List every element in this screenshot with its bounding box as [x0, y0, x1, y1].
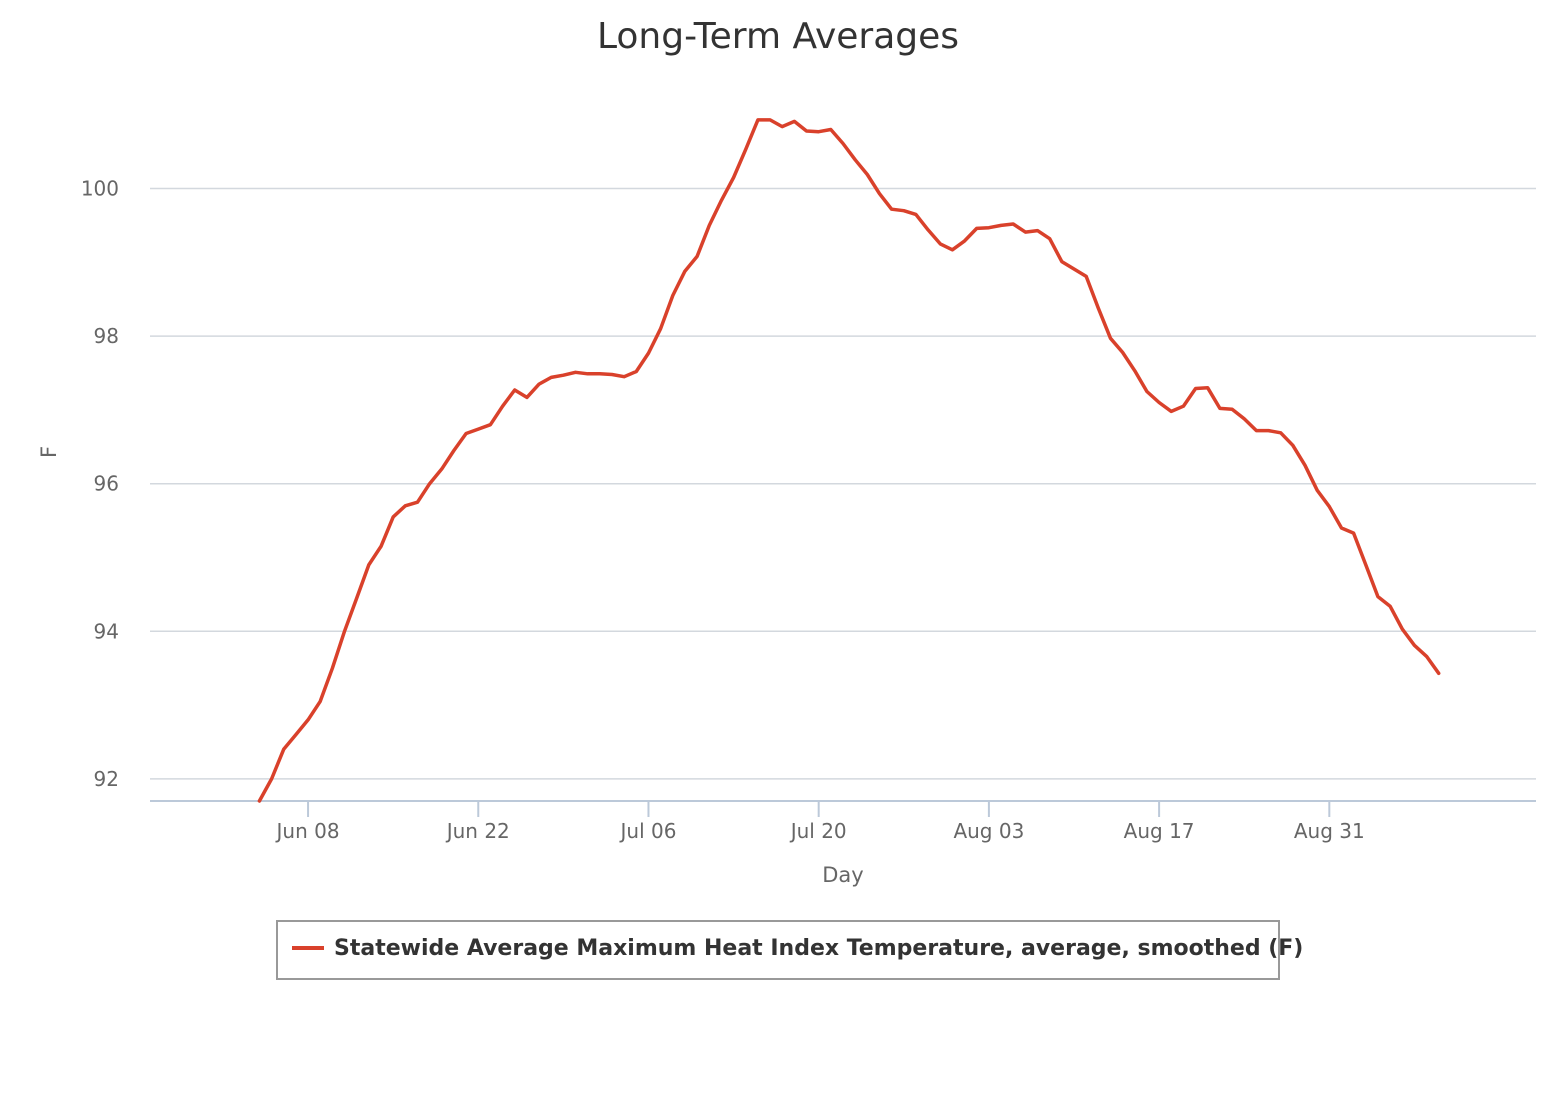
legend-box: [276, 920, 1280, 980]
y-tick-labels: 92 94 96 98 100: [81, 177, 119, 791]
y-tick-label: 98: [94, 324, 119, 348]
y-tick-label: 100: [81, 177, 119, 201]
x-tick-label: Aug 17: [1124, 819, 1195, 843]
legend[interactable]: Statewide Average Maximum Heat Index Tem…: [276, 920, 1303, 980]
x-tick-label: Jul 20: [789, 819, 847, 843]
y-tick-label: 96: [94, 472, 119, 496]
y-axis-title: F: [37, 446, 61, 458]
series-line[interactable]: [257, 118, 1441, 803]
y-tick-label: 94: [94, 619, 119, 643]
x-tick-label: Jun 22: [445, 819, 510, 843]
series-layer: [257, 118, 1441, 803]
x-ticks: Jun 08 Jun 22 Jul 06 Jul 20 Aug 03 Aug 17 Aug …: [275, 801, 1365, 843]
x-tick-label: Aug 31: [1294, 819, 1365, 843]
x-tick-label: Aug 03: [953, 819, 1024, 843]
y-tick-label: 92: [94, 767, 119, 791]
x-axis-title: Day: [822, 863, 863, 887]
x-tick-label: Jul 06: [619, 819, 677, 843]
x-tick-label: Jun 08: [275, 819, 340, 843]
y-gridlines: [150, 187, 1536, 780]
chart-title: Long-Term Averages: [597, 16, 959, 57]
legend-label[interactable]: Statewide Average Maximum Heat Index Tem…: [334, 936, 1303, 961]
